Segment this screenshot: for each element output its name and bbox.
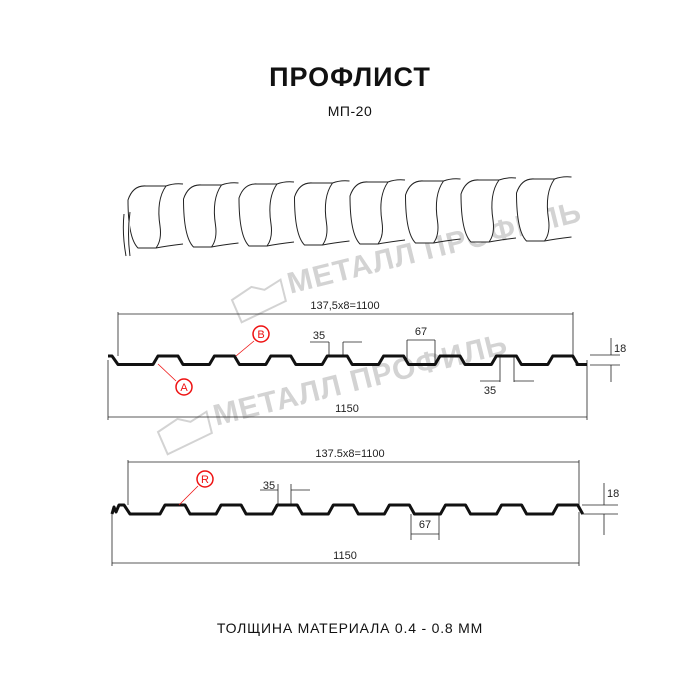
- sheet-rib: [404, 180, 445, 244]
- height-label: 18: [607, 488, 619, 500]
- sheet-valley-line: [266, 181, 295, 247]
- profile-a: [107, 312, 620, 420]
- valley-width-label: 67: [419, 519, 431, 531]
- marker-b-label: B: [257, 329, 264, 341]
- sheet-valley-line: [155, 183, 184, 249]
- width-label: 1150: [335, 403, 359, 415]
- sheet-rib: [515, 178, 556, 242]
- marker-a-label: A: [180, 382, 188, 394]
- leader-r: [178, 485, 199, 506]
- sheet-valley-line: [433, 178, 461, 244]
- marker-a: [175, 378, 193, 396]
- profile-a-line: [108, 354, 587, 366]
- sheet-rib: [349, 181, 389, 245]
- pitch-label: 137,5x8=1100: [310, 300, 379, 312]
- leader-a: [157, 363, 177, 382]
- sheet-3d-view: [122, 176, 572, 257]
- watermark-2: МЕТАЛЛ ПРОФИЛЬ: [156, 327, 511, 456]
- sheet-rib: [127, 185, 167, 249]
- sheet-valley-line: [211, 182, 239, 248]
- profile-b: [110, 460, 618, 566]
- sheet-valley-line: [488, 177, 517, 243]
- sheet-rib: [293, 182, 334, 246]
- marker-r-label: R: [201, 474, 209, 486]
- valley-width-label: 67: [415, 326, 427, 338]
- sheet-rib: [238, 183, 278, 247]
- crest-width-label: 35: [263, 480, 275, 492]
- sheet-valley-line: [544, 176, 572, 242]
- crest-width-label: 35: [313, 330, 325, 342]
- watermark-logo-icon: [230, 278, 288, 324]
- sheet-rib: [182, 184, 223, 248]
- watermark-logo-icon: [156, 410, 214, 456]
- material-thickness: ТОЛЩИНА МАТЕРИАЛА 0.4 - 0.8 ММ: [216, 620, 484, 636]
- sheet-rib: [460, 179, 500, 243]
- pitch-label: 137.5x8=1100: [315, 448, 384, 460]
- height-label: 18: [614, 343, 626, 355]
- page-title: ПРОФЛИСТ: [269, 62, 431, 92]
- profile-b-line: [110, 503, 585, 516]
- sheet-valley-line: [322, 180, 350, 246]
- page-subtitle: МП-20: [327, 103, 373, 119]
- sheet-edge: [122, 211, 131, 257]
- width-label: 1150: [333, 550, 357, 562]
- leader-b: [235, 340, 255, 357]
- marker-b: [252, 325, 270, 343]
- sheet-valley-line: [377, 179, 406, 245]
- marker-r: [196, 470, 214, 488]
- bottom-crest-label: 35: [484, 385, 496, 397]
